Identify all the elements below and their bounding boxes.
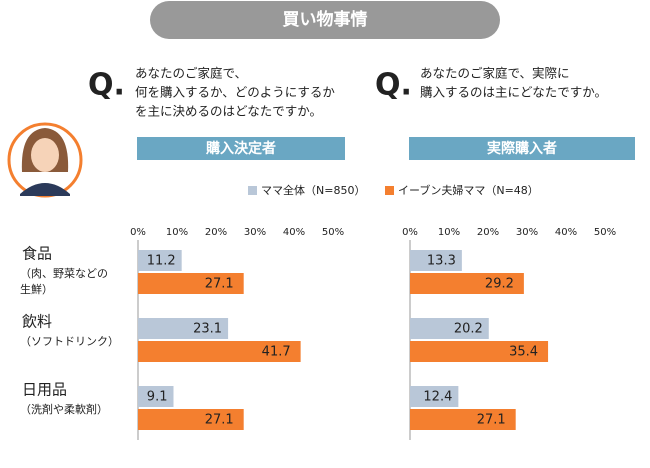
bar — [138, 250, 182, 271]
avatar — [7, 122, 83, 198]
x-tick-label: 10% — [438, 227, 460, 238]
value-label: 27.1 — [477, 413, 506, 428]
bar — [138, 409, 244, 430]
bar — [410, 341, 549, 362]
category-note: （肉、野菜などの — [20, 267, 108, 280]
bar — [138, 386, 174, 407]
x-tick-label: 20% — [477, 227, 499, 238]
value-label: 27.1 — [205, 277, 234, 292]
question-text: あなたのご家庭で、 — [135, 66, 247, 81]
bar — [410, 250, 462, 271]
chart-header — [137, 137, 345, 160]
page-title: 買い物事情 — [283, 9, 368, 30]
bar — [410, 318, 489, 339]
category-label: 食品 — [22, 245, 52, 263]
category-label: 飲料 — [22, 313, 52, 331]
x-tick-label: 10% — [166, 227, 188, 238]
question-text: 何を購入するか、どのようにするか — [135, 85, 335, 100]
chart-header — [409, 137, 635, 160]
bar — [410, 386, 459, 407]
value-label: 20.2 — [454, 322, 483, 337]
x-tick-label: 40% — [555, 227, 577, 238]
value-label: 29.2 — [485, 277, 514, 292]
chart-title: 実際購入者 — [487, 140, 557, 157]
legend-swatch — [385, 186, 394, 195]
x-tick-label: 30% — [516, 227, 538, 238]
value-label: 13.3 — [427, 254, 456, 269]
bar — [410, 409, 516, 430]
x-tick-label: 40% — [283, 227, 305, 238]
x-tick-label: 0% — [130, 227, 146, 238]
question-text: を主に決めるのはどなたですか。 — [135, 104, 322, 119]
legend-swatch — [248, 186, 257, 195]
legend-label: イーブン夫婦ママ（N=48） — [398, 183, 539, 197]
value-label: 23.1 — [193, 322, 222, 337]
category-note: （洗剤や柔軟剤） — [20, 402, 108, 416]
bar — [410, 273, 524, 294]
x-tick-label: 20% — [205, 227, 227, 238]
value-label: 27.1 — [205, 413, 234, 428]
bar — [138, 318, 229, 339]
question-mark: Q. — [375, 68, 412, 103]
category-note: 生鮮） — [20, 282, 53, 296]
category-label: 日用品 — [22, 381, 67, 399]
chart-title: 購入決定者 — [205, 140, 276, 157]
value-label: 12.4 — [423, 390, 452, 405]
question-mark: Q. — [88, 68, 125, 103]
value-label: 41.7 — [262, 345, 291, 360]
x-tick-label: 50% — [322, 227, 344, 238]
value-label: 35.4 — [509, 345, 538, 360]
question-text: あなたのご家庭で、実際に — [420, 66, 570, 81]
bar — [138, 341, 301, 362]
bar — [138, 273, 244, 294]
value-label: 11.2 — [147, 254, 176, 269]
value-label: 9.1 — [147, 390, 168, 405]
x-tick-label: 50% — [594, 227, 616, 238]
legend-label: ママ全体（N=850） — [261, 183, 365, 197]
question-text: 購入するのは主にどなたですか。 — [420, 85, 607, 100]
x-tick-label: 0% — [402, 227, 418, 238]
title-pill — [150, 1, 500, 39]
x-tick-label: 30% — [244, 227, 266, 238]
category-note: （ソフトドリンク） — [20, 335, 119, 348]
